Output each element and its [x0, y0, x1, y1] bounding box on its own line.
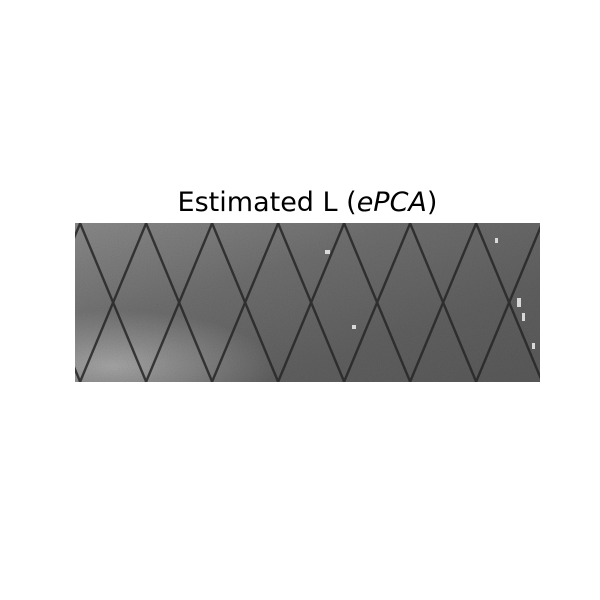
diamond-pattern	[75, 223, 540, 382]
lattice-line	[78, 223, 148, 382]
lattice-line	[144, 223, 214, 382]
lattice-line	[342, 223, 412, 382]
texture-highlight	[75, 223, 540, 382]
title-close: )	[426, 187, 438, 218]
title-main: Estimated L (	[177, 187, 357, 218]
specular-spots	[325, 238, 535, 349]
lattice-line	[210, 223, 280, 382]
lattice-line	[408, 223, 478, 382]
figure-title: Estimated L (ePCA)	[75, 186, 540, 220]
lattice-line	[276, 223, 346, 382]
estimated-l-image	[75, 223, 540, 382]
texture-svg	[75, 223, 540, 382]
title-method: ePCA	[356, 187, 427, 218]
lattice-line	[474, 223, 540, 380]
